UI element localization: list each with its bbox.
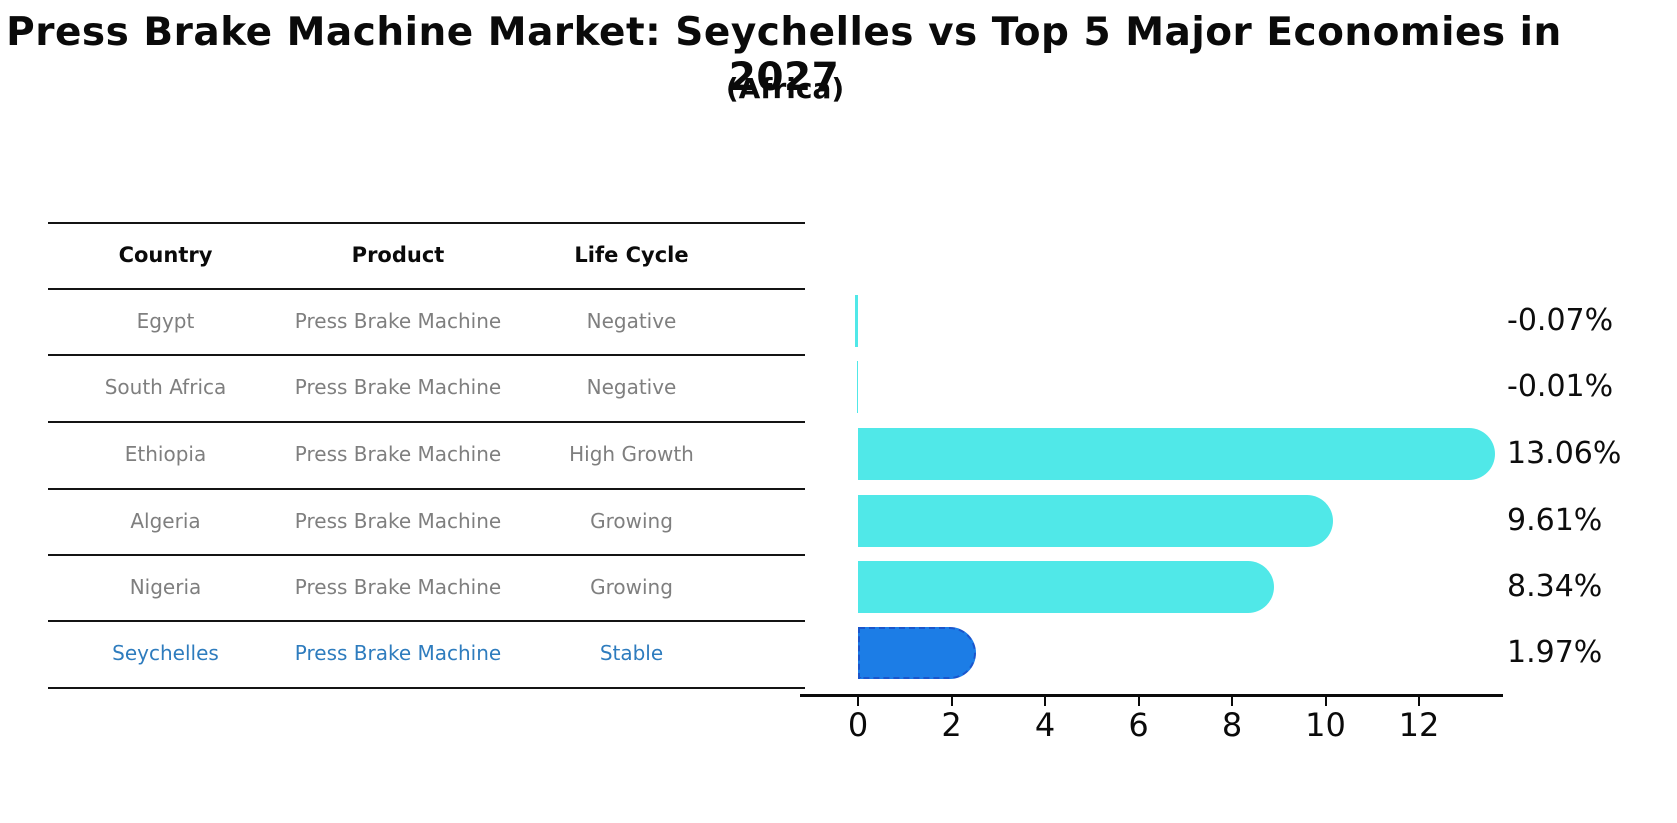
table-rule: [48, 354, 805, 356]
table-cell-product: Press Brake Machine: [294, 442, 502, 466]
x-axis-line: [800, 694, 1503, 697]
table-cell-lifecycle-highlighted: Stable: [599, 641, 664, 665]
table-rule: [48, 421, 805, 423]
x-tick-label: 4: [1034, 706, 1056, 744]
bar-nigeria: [858, 561, 1274, 613]
x-tick-label: 8: [1221, 706, 1243, 744]
table-cell-country: Egypt: [136, 309, 195, 333]
table-rule: [48, 554, 805, 556]
table-cell-lifecycle: Negative: [586, 375, 677, 399]
x-tick-mark: [1137, 697, 1140, 706]
table-header-lifecycle: Life Cycle: [574, 243, 689, 267]
table-cell-lifecycle: Growing: [590, 575, 673, 599]
table-rule: [48, 222, 805, 224]
table-cell-lifecycle: Negative: [586, 309, 677, 333]
table-rule: [48, 288, 805, 290]
chart-title: Press Brake Machine Market: Seychelles v…: [6, 10, 1562, 100]
bar-seychelles-highlighted: [858, 627, 977, 679]
x-tick-mark: [1324, 697, 1327, 706]
x-tick-label: 10: [1305, 706, 1346, 744]
bar-egypt: [854, 295, 858, 347]
x-tick-label: 6: [1128, 706, 1149, 744]
table-cell-product: Press Brake Machine: [294, 575, 502, 599]
table-cell-country: South Africa: [104, 375, 227, 399]
bar-value-label: 1.97%: [1507, 635, 1603, 670]
x-tick-mark: [857, 697, 859, 706]
x-tick-mark: [950, 697, 953, 706]
table-cell-lifecycle: Growing: [590, 509, 673, 533]
table-cell-lifecycle: High Growth: [569, 442, 694, 466]
bar-ethiopia: [858, 428, 1495, 480]
bar-value-label: -0.01%: [1507, 369, 1614, 404]
table-rule: [48, 620, 805, 622]
table-rule: [48, 488, 805, 490]
x-tick-mark: [1231, 697, 1233, 706]
table-cell-product: Press Brake Machine: [294, 309, 502, 333]
bar-value-label: 8.34%: [1507, 569, 1603, 604]
x-tick-mark: [1044, 697, 1046, 706]
bar-value-label: 9.61%: [1507, 503, 1603, 538]
table-header-country: Country: [118, 243, 213, 267]
table-cell-product: Press Brake Machine: [294, 509, 502, 533]
bar-value-label: 13.06%: [1507, 436, 1622, 471]
x-tick-label: 12: [1398, 706, 1440, 744]
x-tick-mark: [1418, 697, 1420, 706]
x-tick-label: 2: [941, 706, 962, 744]
x-tick-label: 0: [847, 706, 869, 744]
chart-subtitle: (Africa): [725, 72, 845, 105]
table-cell-country-highlighted: Seychelles: [112, 641, 219, 665]
table-cell-product: Press Brake Machine: [294, 375, 502, 399]
table-cell-country: Nigeria: [129, 575, 202, 599]
table-cell-product-highlighted: Press Brake Machine: [294, 641, 502, 665]
table-cell-country: Ethiopia: [124, 442, 207, 466]
table-header-product: Product: [351, 243, 445, 267]
table-cell-country: Algeria: [130, 509, 201, 533]
table-rule: [48, 687, 805, 689]
bar-south-africa: [857, 361, 858, 413]
bar-algeria: [858, 495, 1334, 547]
bar-value-label: -0.07%: [1507, 303, 1614, 338]
